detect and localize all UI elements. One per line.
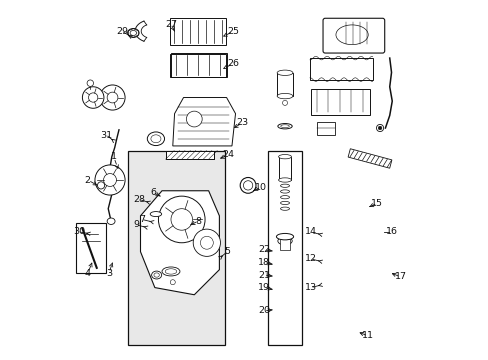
Polygon shape xyxy=(140,191,219,295)
Bar xyxy=(280,239,289,250)
Ellipse shape xyxy=(240,177,255,193)
Ellipse shape xyxy=(147,132,164,145)
Circle shape xyxy=(82,87,104,108)
Text: 31: 31 xyxy=(100,131,112,140)
Ellipse shape xyxy=(280,179,289,181)
Circle shape xyxy=(376,125,383,132)
Text: 10: 10 xyxy=(254,183,266,192)
Ellipse shape xyxy=(335,25,367,45)
Ellipse shape xyxy=(280,190,289,193)
Text: 22: 22 xyxy=(258,246,270,255)
Bar xyxy=(278,157,291,180)
Bar xyxy=(165,150,214,159)
Text: 25: 25 xyxy=(227,27,239,36)
Ellipse shape xyxy=(162,267,180,276)
Bar xyxy=(128,151,224,345)
Ellipse shape xyxy=(154,273,159,277)
Text: 6: 6 xyxy=(150,188,156,197)
Circle shape xyxy=(88,93,98,102)
Text: 8: 8 xyxy=(195,217,201,226)
Ellipse shape xyxy=(280,195,289,199)
Ellipse shape xyxy=(280,207,289,210)
Ellipse shape xyxy=(277,123,292,129)
Circle shape xyxy=(200,236,213,249)
Circle shape xyxy=(193,229,220,256)
Bar xyxy=(142,194,172,252)
Text: 17: 17 xyxy=(394,272,406,281)
Polygon shape xyxy=(172,98,235,146)
Bar xyxy=(310,89,369,115)
Circle shape xyxy=(186,111,202,127)
Circle shape xyxy=(282,100,287,105)
Text: 28: 28 xyxy=(134,195,145,204)
Text: 14: 14 xyxy=(304,228,316,237)
Ellipse shape xyxy=(280,125,289,128)
Text: 11: 11 xyxy=(362,332,373,341)
Text: 12: 12 xyxy=(304,255,316,264)
Text: 16: 16 xyxy=(385,228,397,237)
Text: 26: 26 xyxy=(227,59,239,68)
Bar xyxy=(171,53,226,77)
Circle shape xyxy=(87,80,93,86)
Circle shape xyxy=(378,126,381,130)
Bar xyxy=(76,223,106,273)
Bar xyxy=(267,151,301,345)
Bar xyxy=(170,18,225,45)
Text: 1: 1 xyxy=(110,152,116,161)
Ellipse shape xyxy=(150,212,162,217)
Ellipse shape xyxy=(243,181,252,190)
Ellipse shape xyxy=(130,31,136,36)
Text: 30: 30 xyxy=(73,228,85,237)
Ellipse shape xyxy=(165,269,176,274)
Ellipse shape xyxy=(151,271,162,279)
Text: 4: 4 xyxy=(84,269,91,278)
Bar xyxy=(165,150,214,159)
Text: 15: 15 xyxy=(370,199,383,208)
Text: 19: 19 xyxy=(258,283,270,292)
Ellipse shape xyxy=(280,184,289,187)
Circle shape xyxy=(103,174,116,186)
Circle shape xyxy=(100,85,125,110)
Text: 2: 2 xyxy=(84,176,91,185)
Text: 21: 21 xyxy=(258,270,270,279)
Ellipse shape xyxy=(278,178,291,182)
Circle shape xyxy=(95,165,125,195)
Ellipse shape xyxy=(277,93,292,99)
Ellipse shape xyxy=(107,218,115,225)
Circle shape xyxy=(171,209,192,230)
Bar xyxy=(170,54,225,77)
Text: 27: 27 xyxy=(164,19,177,28)
Circle shape xyxy=(170,280,175,285)
Text: 20: 20 xyxy=(258,306,270,315)
Text: 24: 24 xyxy=(222,150,234,159)
Ellipse shape xyxy=(151,135,161,143)
Polygon shape xyxy=(347,149,391,168)
Text: 7: 7 xyxy=(139,215,144,224)
Circle shape xyxy=(97,182,104,189)
Circle shape xyxy=(107,92,118,103)
Text: 18: 18 xyxy=(258,258,270,267)
Bar xyxy=(277,73,292,96)
Text: 3: 3 xyxy=(106,269,112,278)
Ellipse shape xyxy=(276,233,293,240)
Ellipse shape xyxy=(127,28,139,37)
Text: 13: 13 xyxy=(304,283,316,292)
Ellipse shape xyxy=(280,201,289,204)
FancyBboxPatch shape xyxy=(323,18,384,53)
Text: 5: 5 xyxy=(224,247,230,256)
Ellipse shape xyxy=(278,154,291,159)
Text: 23: 23 xyxy=(236,118,248,127)
Circle shape xyxy=(158,196,204,243)
Bar xyxy=(309,58,372,80)
Text: 29: 29 xyxy=(116,27,127,36)
Text: 9: 9 xyxy=(133,220,139,229)
Bar xyxy=(316,122,334,135)
Ellipse shape xyxy=(277,70,292,76)
Ellipse shape xyxy=(277,237,292,245)
